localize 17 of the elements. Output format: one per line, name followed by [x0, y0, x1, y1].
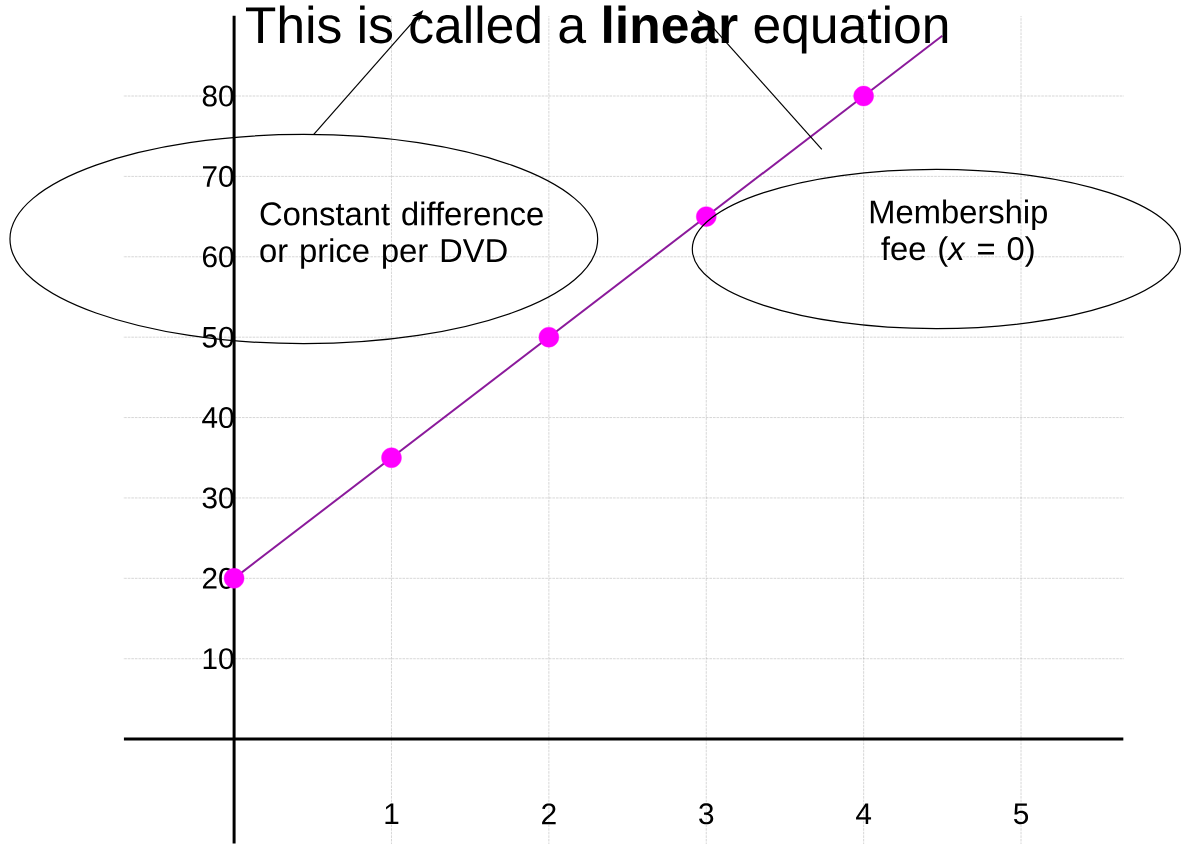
y-tick-label: 60	[202, 246, 234, 268]
y-tick-label: 40	[202, 407, 234, 429]
y-tick-label: 70	[202, 166, 234, 188]
point	[538, 327, 560, 348]
x-tick-label: 5	[1013, 803, 1029, 825]
x-tick-label: 1	[385, 803, 399, 825]
x-tick-label: 4	[856, 803, 872, 825]
annotation: Constant difference or price per DVD	[260, 201, 543, 269]
y-tick-label: 30	[202, 487, 234, 509]
point	[381, 447, 402, 469]
y-tick-label: 80	[202, 85, 234, 107]
x-tick-label: 3	[699, 803, 714, 825]
y-tick-label: 10	[203, 648, 234, 670]
point	[853, 86, 874, 107]
annotation: Membership fee (x = 0)	[870, 199, 1047, 267]
point	[696, 206, 717, 227]
x-tick-label: 2	[542, 803, 556, 825]
